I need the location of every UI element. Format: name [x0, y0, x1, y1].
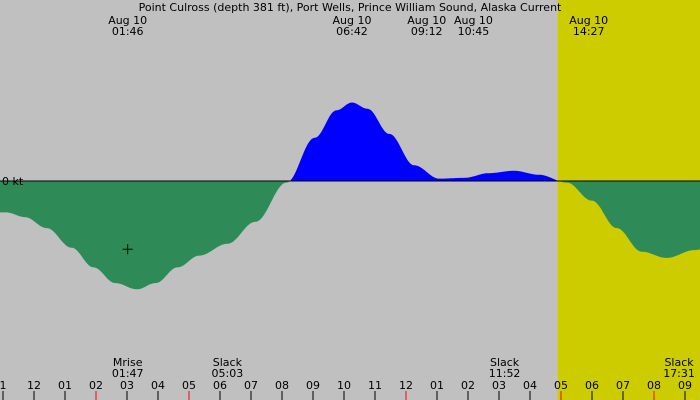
event-time-1: 05:03: [212, 367, 244, 380]
hour-tick-label-8: 07: [244, 379, 258, 392]
event-name-2: Slack: [490, 356, 520, 369]
zero-knot-label: 0 kt: [2, 175, 24, 188]
hour-tick-label-9: 08: [275, 379, 289, 392]
top-label-date-5: Aug 10: [569, 14, 608, 27]
hour-tick-label-0: 1: [0, 379, 7, 392]
hour-tick-label-3: 02: [89, 379, 103, 392]
event-time-0: 01:47: [112, 367, 144, 380]
ebb-area-2: [559, 181, 700, 258]
top-label-date-4: Aug 10: [454, 14, 493, 27]
top-label-date-2: Aug 10: [332, 14, 371, 27]
top-label-time-2: 06:42: [336, 25, 368, 38]
chart-title: Point Culross (depth 381 ft), Port Wells…: [139, 1, 562, 14]
event-name-3: Slack: [664, 356, 694, 369]
event-time-3: 17:31: [663, 367, 695, 380]
hour-tick-label-10: 09: [306, 379, 320, 392]
hour-tick-label-21: 08: [647, 379, 661, 392]
moonrise-marker: [122, 244, 133, 255]
hour-tick-label-14: 01: [430, 379, 444, 392]
ebb-area-0: [0, 181, 289, 290]
top-label-time-4: 10:45: [458, 25, 490, 38]
hour-tick-label-7: 06: [213, 379, 227, 392]
hour-tick-label-11: 10: [337, 379, 351, 392]
top-label-time-3: 09:12: [411, 25, 443, 38]
hour-tick-label-6: 05: [182, 379, 196, 392]
hour-tick-label-4: 03: [120, 379, 134, 392]
hour-tick-label-1: 12: [27, 379, 41, 392]
top-label-date-3: Aug 10: [407, 14, 446, 27]
hour-tick-label-5: 04: [151, 379, 165, 392]
top-label-time-5: 14:27: [573, 25, 605, 38]
hour-tick-label-16: 03: [492, 379, 506, 392]
event-time-2: 11:52: [489, 367, 521, 380]
hour-tick-label-20: 07: [616, 379, 630, 392]
hour-tick-label-2: 01: [58, 379, 72, 392]
hour-tick-label-22: 09: [678, 379, 692, 392]
top-label-time-1: 01:46: [112, 25, 144, 38]
top-label-date-1: Aug 10: [108, 14, 147, 27]
flood-area-1: [290, 102, 558, 181]
event-name-1: Slack: [213, 356, 243, 369]
event-name-0: Mrise: [113, 356, 143, 369]
hour-tick-label-17: 04: [523, 379, 537, 392]
hour-tick-label-15: 02: [461, 379, 475, 392]
hour-tick-label-19: 06: [585, 379, 599, 392]
hour-tick-label-12: 11: [368, 379, 382, 392]
hour-tick-label-13: 12: [399, 379, 413, 392]
hour-tick-label-18: 05: [554, 379, 568, 392]
